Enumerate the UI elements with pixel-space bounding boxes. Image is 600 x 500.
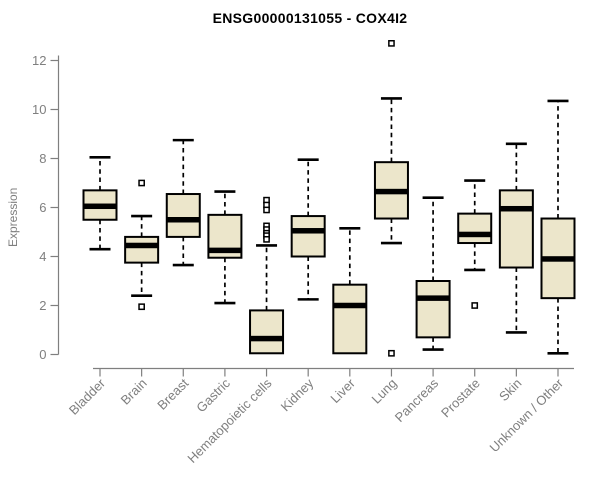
x-tick-label: Lung [369,376,400,407]
outlier-point [138,303,145,311]
box-pancreas [415,280,451,339]
box-prostate [457,212,493,245]
y-tick-label: 4 [39,249,46,264]
y-tick-label: 8 [39,151,46,166]
x-tick-label: Bladder [66,375,109,418]
median-line [208,247,242,254]
x-tick-label: Kidney [278,375,317,414]
chart-title: ENSG00000131055 - COX4I2 [212,10,408,26]
median-line [83,203,117,210]
median-line [374,188,408,195]
y-tick-label: 6 [39,200,46,215]
median-line [416,295,450,301]
box-breast [165,193,201,238]
y-tick-label: 0 [39,347,46,362]
box-liver [332,283,368,355]
median-line [458,231,492,238]
median-line [541,256,575,262]
outlier-point [388,349,395,357]
median-line [250,335,284,342]
median-line [333,302,367,309]
box-brain [124,235,160,264]
x-tick-label: Unknown / Other [487,375,567,455]
y-tick-label: 10 [32,102,46,117]
median-line [166,217,200,223]
x-tick-label: Brain [118,376,150,408]
median-line [499,205,533,212]
median-line [125,242,159,249]
x-tick-label: Pancreas [392,375,442,425]
median-line [291,228,325,234]
outlier-point [471,302,479,309]
x-tick-label: Liver [327,375,358,406]
y-tick-label: 12 [32,53,46,68]
x-tick-label: Skin [496,376,524,404]
x-tick-label: Gastric [193,375,233,415]
outlier-point [138,179,145,187]
outlier-point [388,40,395,47]
box-kidney [290,215,326,258]
outlier-point [263,206,270,214]
x-tick-label: Prostate [438,376,483,421]
outlier-point [263,236,270,243]
box-hematopoietic-cells [249,309,285,355]
y-tick-label: 2 [39,298,46,313]
box-skin [498,189,534,269]
x-tick-label: Breast [154,375,191,412]
